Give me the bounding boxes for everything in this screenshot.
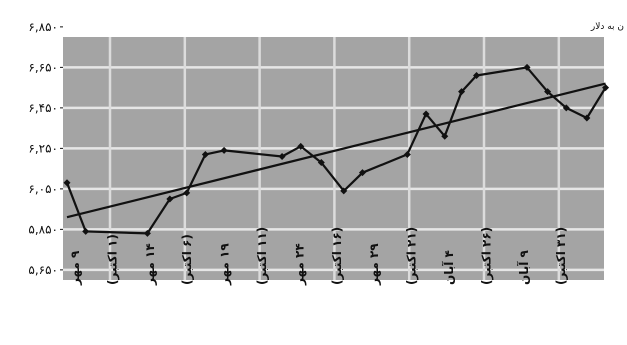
data-point (562, 104, 570, 112)
data-point (441, 132, 449, 140)
data-point (317, 159, 325, 167)
x-tick-label: ۲۹ مهر (367, 243, 381, 286)
data-point (340, 187, 348, 195)
y-axis-ticks: ۵,۶۵۰ ۵,۸۵۰ ۶,۰۵۰ ۶,۲۵۰ ۶,۴۵۰ ۶,۶۵۰ ۶,۸۵۰ (28, 20, 63, 277)
x-tick-label: (۶ اکتبر) (180, 234, 194, 285)
data-point (403, 150, 411, 158)
data-point (473, 71, 481, 79)
data-point (183, 189, 191, 197)
x-tick-label: ۲۴ مهر (292, 243, 306, 286)
x-tick-label: ۴ آبان (441, 250, 456, 285)
x-tick-label: ۱۹ مهر (218, 243, 232, 286)
y-tick-label: ۶,۸۵۰ (28, 20, 58, 34)
x-tick-label: ۹ مهر (68, 250, 82, 286)
x-axis-ticks: ۹ مهر (۱ اکتبر) ۱۴ مهر (۶ اکتبر) ۱۹ مهر (۱۱ ا… (68, 227, 568, 286)
data-point (63, 179, 71, 187)
x-tick-label: (۱۱ اکتبر) (255, 227, 269, 285)
data-point (458, 88, 466, 96)
y-tick-label: ۶,۶۵۰ (28, 60, 58, 74)
x-tick-label: (۲۱ اکتبر) (405, 227, 419, 285)
trend-line (66, 82, 606, 219)
data-point (422, 110, 430, 118)
unit-label: ن به دلار (590, 22, 624, 32)
x-tick-label: ۹ آبان (516, 249, 531, 285)
data-point (583, 114, 591, 122)
data-point (602, 84, 610, 92)
data-point (82, 227, 90, 235)
y-tick-label: ۶,۲۵۰ (28, 141, 58, 155)
x-tick-label: ۱۴ مهر (143, 243, 157, 286)
data-point (201, 150, 209, 158)
x-tick-label: (۲۶ اکتبر) (479, 227, 493, 285)
data-point (523, 63, 531, 71)
data-point (544, 88, 552, 96)
x-tick-label: (۱۶ اکتبر) (330, 227, 344, 285)
x-tick-label: (۱ اکتبر) (105, 234, 119, 285)
data-point (166, 195, 174, 203)
series-line (65, 66, 607, 235)
y-tick-label: ۵,۸۵۰ (28, 222, 58, 236)
y-tick-label: ۶,۴۵۰ (28, 101, 58, 115)
x-tick-label: (۳۱ اکتبر) (554, 227, 568, 285)
y-tick-label: ۶,۰۵۰ (28, 182, 58, 196)
data-point (358, 169, 366, 177)
grid-lines (63, 37, 604, 280)
data-point (220, 146, 228, 154)
data-point (143, 229, 151, 237)
data-point (297, 142, 305, 150)
trend-line-group (66, 82, 606, 219)
series-group (63, 63, 610, 237)
y-tick-label: ۵,۶۵۰ (28, 263, 58, 277)
data-point (278, 152, 286, 160)
